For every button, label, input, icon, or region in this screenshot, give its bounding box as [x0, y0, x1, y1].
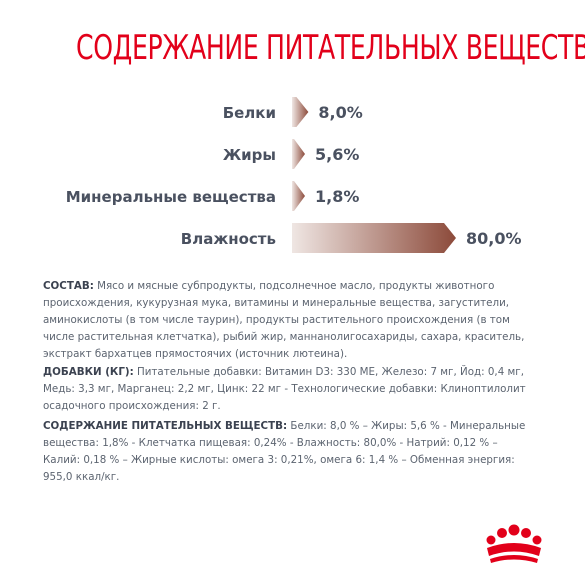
additives-line: Питательные добавки: Витамин D3: 330 МЕ,…	[133, 366, 524, 378]
nutrients-line: Калий: 0,18 % – Жирные кислоты: омега 3:…	[43, 454, 515, 466]
category-label: Жиры	[223, 146, 276, 164]
composition-line: экстракт бархатцев прямостоячих (источни…	[43, 348, 348, 360]
value-label: 80,0%	[466, 229, 522, 248]
bar	[292, 223, 456, 253]
additives-block: ДОБАВКИ (КГ): Питательные добавки: Витам…	[43, 364, 553, 415]
bar	[292, 97, 309, 127]
composition-line: происхождения, кукурузная мука, витамины…	[43, 297, 510, 309]
composition-block: СОСТАВ: Мясо и мясные субпродукты, подсо…	[43, 278, 553, 363]
bar	[292, 181, 305, 211]
additives-heading: ДОБАВКИ (КГ):	[43, 366, 134, 378]
value-label: 8,0%	[318, 103, 362, 122]
nutrient-bar-chart: Белки 8,0% Жиры 5,6% Минеральные вещества 1,8…	[66, 97, 522, 253]
nutrients-line: Белки: 8,0 % – Жиры: 5,6 % - Минеральные	[287, 420, 526, 432]
additives-line: Медь: 3,3 мг, Марганец: 2,2 мг, Цинк: 22…	[43, 383, 526, 395]
bar	[292, 139, 305, 169]
nutrients-line: 955,0 ккал/кг.	[43, 471, 120, 483]
category-label: Влажность	[181, 230, 276, 248]
composition-line: Мясо и мясные субпродукты, подсолнечное …	[93, 280, 495, 292]
value-label: 1,8%	[315, 187, 359, 206]
category-label: Минеральные вещества	[66, 188, 276, 206]
nutrients-line: вещества: 1,8% - Клетчатка пищевая: 0,24…	[43, 437, 498, 449]
category-label: Белки	[223, 104, 276, 122]
nutrients-block: СОДЕРЖАНИЕ ПИТАТЕЛЬНЫХ ВЕЩЕСТВ: Белки: 8…	[43, 418, 553, 486]
value-label: 5,6%	[315, 145, 359, 164]
composition-line: числе растительная клетчатка), рыбий жир…	[43, 331, 525, 343]
additives-line: осадочного происхождения: 2 г.	[43, 400, 221, 412]
nutrients-heading: СОДЕРЖАНИЕ ПИТАТЕЛЬНЫХ ВЕЩЕСТВ:	[43, 420, 288, 432]
page-title: СОДЕРЖАНИЕ ПИТАТЕЛЬНЫХ ВЕЩЕСТВ	[76, 28, 585, 68]
composition-heading: СОСТАВ:	[43, 280, 94, 292]
royal-canin-crown-icon	[486, 524, 542, 563]
composition-line: аминокислоты (в том числе таурин), проду…	[43, 314, 510, 326]
